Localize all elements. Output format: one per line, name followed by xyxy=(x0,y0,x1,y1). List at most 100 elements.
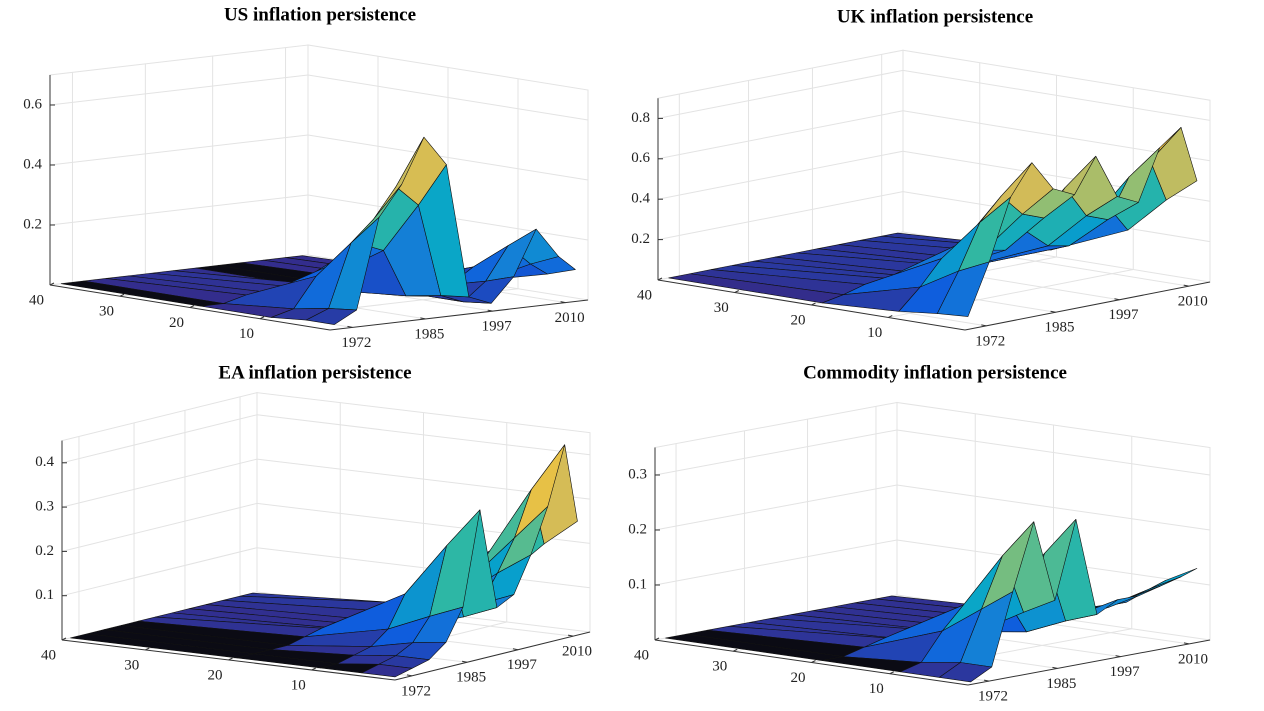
y-tick-label: 40 xyxy=(29,292,44,308)
y-tick-label: 20 xyxy=(791,312,806,328)
grid-line xyxy=(61,458,258,508)
tick-mark xyxy=(811,660,816,663)
tick-mark xyxy=(981,324,987,327)
y-tick-label: 10 xyxy=(239,326,254,342)
back-wall xyxy=(49,44,309,286)
tick-mark xyxy=(145,647,150,651)
x-axis xyxy=(394,631,591,681)
chart-title: US inflation persistence xyxy=(224,4,416,25)
z-tick-label: 0.1 xyxy=(35,587,54,603)
y-tick-label: 30 xyxy=(712,659,727,675)
tick-mark xyxy=(119,293,125,297)
z-tick-label: 0.2 xyxy=(628,521,647,537)
tick-mark xyxy=(811,302,816,306)
x-tick-label: 2010 xyxy=(562,644,592,660)
y-tick-label: 40 xyxy=(634,647,649,663)
chart-title: EA inflation persistence xyxy=(218,362,411,383)
tick-mark xyxy=(654,637,660,641)
tick-mark xyxy=(734,290,739,293)
tick-mark xyxy=(1183,642,1190,645)
grid-line xyxy=(49,74,309,106)
tick-mark xyxy=(888,315,893,318)
surface-patch xyxy=(361,664,413,678)
z-tick-label: 0.6 xyxy=(631,150,650,166)
z-tick-label: 0.4 xyxy=(23,156,42,172)
grid-line xyxy=(654,539,898,586)
tick-mark xyxy=(1115,655,1121,658)
surface-patch xyxy=(939,662,993,683)
tick-mark xyxy=(567,634,574,637)
x-tick-label: 1972 xyxy=(401,683,431,699)
tick-mark xyxy=(461,660,468,663)
x-tick-label: 1997 xyxy=(507,657,538,673)
z-tick-label: 0.2 xyxy=(35,543,54,559)
grid-line xyxy=(657,110,904,160)
x-tick-label: 1997 xyxy=(482,319,513,335)
y-tick-label: 20 xyxy=(169,315,184,331)
chart-title: UK inflation persistence xyxy=(837,6,1033,27)
tick-mark xyxy=(560,301,566,304)
tick-mark xyxy=(61,637,67,641)
y-tick-label: 30 xyxy=(99,304,114,320)
grid-line xyxy=(657,69,904,119)
chart-title: Commodity inflation persistence xyxy=(803,362,1067,383)
y-tick-label: 10 xyxy=(869,681,884,697)
grid-line xyxy=(49,194,309,226)
y-tick-label: 40 xyxy=(637,287,652,303)
tick-mark xyxy=(347,325,353,328)
y-tick-label: 20 xyxy=(208,667,223,683)
x-tick-label: 1985 xyxy=(1046,676,1076,692)
grid-line xyxy=(657,191,904,241)
x-tick-label: 1985 xyxy=(414,326,444,342)
z-tick-label: 0.2 xyxy=(23,216,42,232)
x-tick-label: 1997 xyxy=(1110,664,1141,680)
y-tick-label: 20 xyxy=(791,670,806,686)
tick-mark xyxy=(733,648,738,652)
x-tick-label: 1972 xyxy=(341,335,371,351)
grid-line xyxy=(61,414,258,464)
z-tick-label: 0.8 xyxy=(631,110,650,126)
z-tick-label: 0.4 xyxy=(631,191,650,207)
grid-line xyxy=(49,134,309,166)
tick-mark xyxy=(420,317,426,320)
z-tick-label: 0.2 xyxy=(631,231,650,247)
x-axis xyxy=(329,299,589,331)
x-tick-label: 1997 xyxy=(1108,307,1139,323)
y-tick-label: 10 xyxy=(867,325,882,341)
x-tick-label: 1972 xyxy=(975,333,1005,349)
surface-patch xyxy=(305,308,357,325)
z-tick-label: 0.1 xyxy=(628,576,647,592)
tick-mark xyxy=(983,679,990,682)
tick-mark xyxy=(1114,298,1120,301)
x-tick-label: 1985 xyxy=(1045,320,1075,336)
x-tick-label: 1972 xyxy=(978,689,1008,705)
x-tick-label: 2010 xyxy=(1178,651,1208,667)
tick-mark xyxy=(512,648,519,651)
z-tick-label: 0.4 xyxy=(35,454,54,470)
z-tick-label: 0.3 xyxy=(35,499,54,515)
tick-mark xyxy=(49,282,55,286)
grid-line xyxy=(654,484,898,531)
tick-mark xyxy=(259,316,265,320)
tick-mark xyxy=(1052,666,1058,669)
y-tick-label: 40 xyxy=(41,647,56,663)
z-tick-label: 0.6 xyxy=(23,96,42,112)
x-axis xyxy=(967,639,1211,686)
tick-mark xyxy=(1183,284,1189,287)
y-tick-label: 10 xyxy=(291,677,306,693)
x-tick-label: 1985 xyxy=(456,670,486,686)
tick-mark xyxy=(406,674,413,677)
x-tick-label: 2010 xyxy=(1178,294,1208,310)
tick-mark xyxy=(487,309,493,312)
tick-mark xyxy=(311,667,316,671)
tick-mark xyxy=(1050,310,1056,313)
grid-line xyxy=(61,547,258,597)
tick-mark xyxy=(657,277,663,281)
y-tick-label: 30 xyxy=(124,657,139,673)
tick-mark xyxy=(228,657,233,661)
tick-mark xyxy=(889,671,894,675)
grid-line xyxy=(61,502,258,552)
grid-line xyxy=(657,150,904,200)
